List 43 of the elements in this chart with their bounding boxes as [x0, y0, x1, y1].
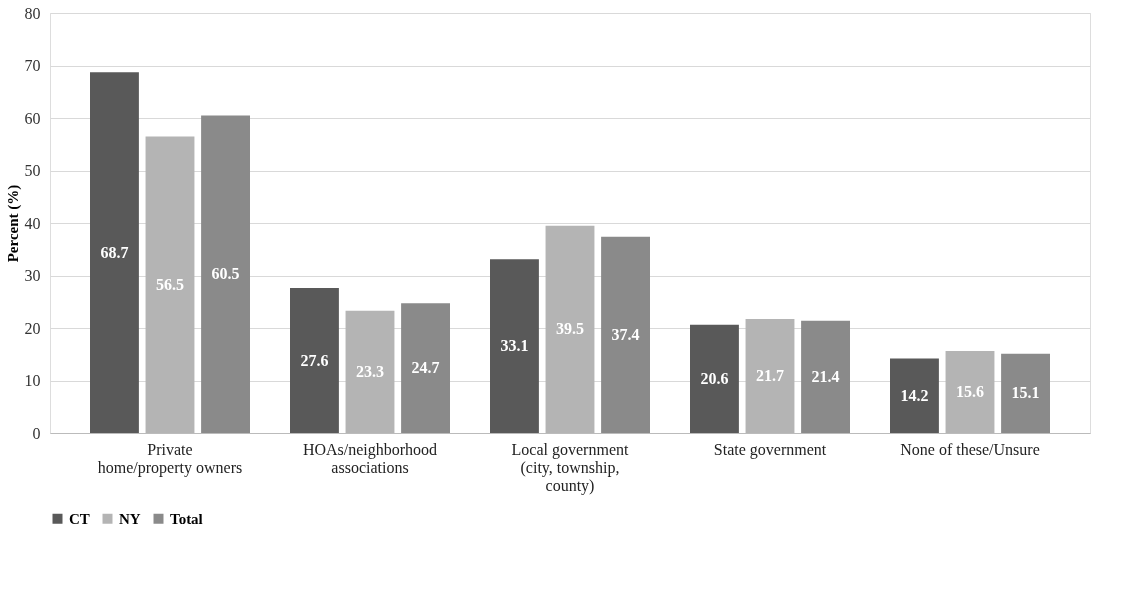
y-axis-title: Percent (%) [4, 184, 22, 263]
legend-label: NY [119, 510, 141, 527]
data-label: 37.4 [611, 325, 640, 343]
bar [601, 236, 650, 433]
y-tick-label: 20 [24, 319, 41, 337]
x-tick-label: HOAs/neighborhood associations [302, 440, 438, 476]
data-label: 33.1 [500, 337, 529, 355]
legend-label: CT [69, 510, 90, 527]
data-label: 60.5 [211, 265, 240, 283]
y-tick-label: 0 [32, 424, 41, 442]
y-tick-label: 70 [24, 57, 41, 74]
y-tick-label: 60 [24, 109, 41, 127]
data-label: 15.1 [1011, 384, 1040, 402]
bar [690, 324, 739, 433]
bar [90, 72, 139, 433]
data-label: 39.5 [556, 320, 584, 338]
data-label: 24.7 [411, 359, 440, 377]
data-label: 21.7 [756, 367, 784, 385]
bar [401, 303, 450, 433]
bar [201, 115, 250, 433]
data-label: 14.2 [900, 386, 929, 404]
data-label: 27.6 [300, 351, 329, 369]
y-tick-label: 80 [24, 4, 41, 22]
data-label: 56.5 [156, 275, 184, 293]
x-tick-label: Local government (city, township, county) [511, 440, 629, 495]
data-label: 15.6 [956, 383, 984, 401]
data-label: 21.4 [811, 367, 840, 385]
y-tick-label: 40 [24, 214, 41, 232]
data-label: 20.6 [700, 369, 729, 387]
data-label: 68.7 [100, 243, 129, 261]
y-tick-label: 10 [24, 372, 41, 389]
x-tick-label: State government [713, 440, 827, 459]
x-tick-label: None of these/Unsure [900, 440, 1040, 458]
bar [1001, 353, 1050, 433]
x-tick-label: Private home/property owners [97, 440, 243, 477]
legend-label: Total [170, 510, 203, 527]
bar [490, 259, 539, 433]
bar [801, 320, 850, 433]
bar [890, 358, 939, 433]
bar [290, 288, 339, 433]
y-tick-label: 50 [24, 162, 41, 179]
y-tick-label: 30 [24, 267, 41, 284]
data-label: 23.3 [356, 362, 384, 380]
